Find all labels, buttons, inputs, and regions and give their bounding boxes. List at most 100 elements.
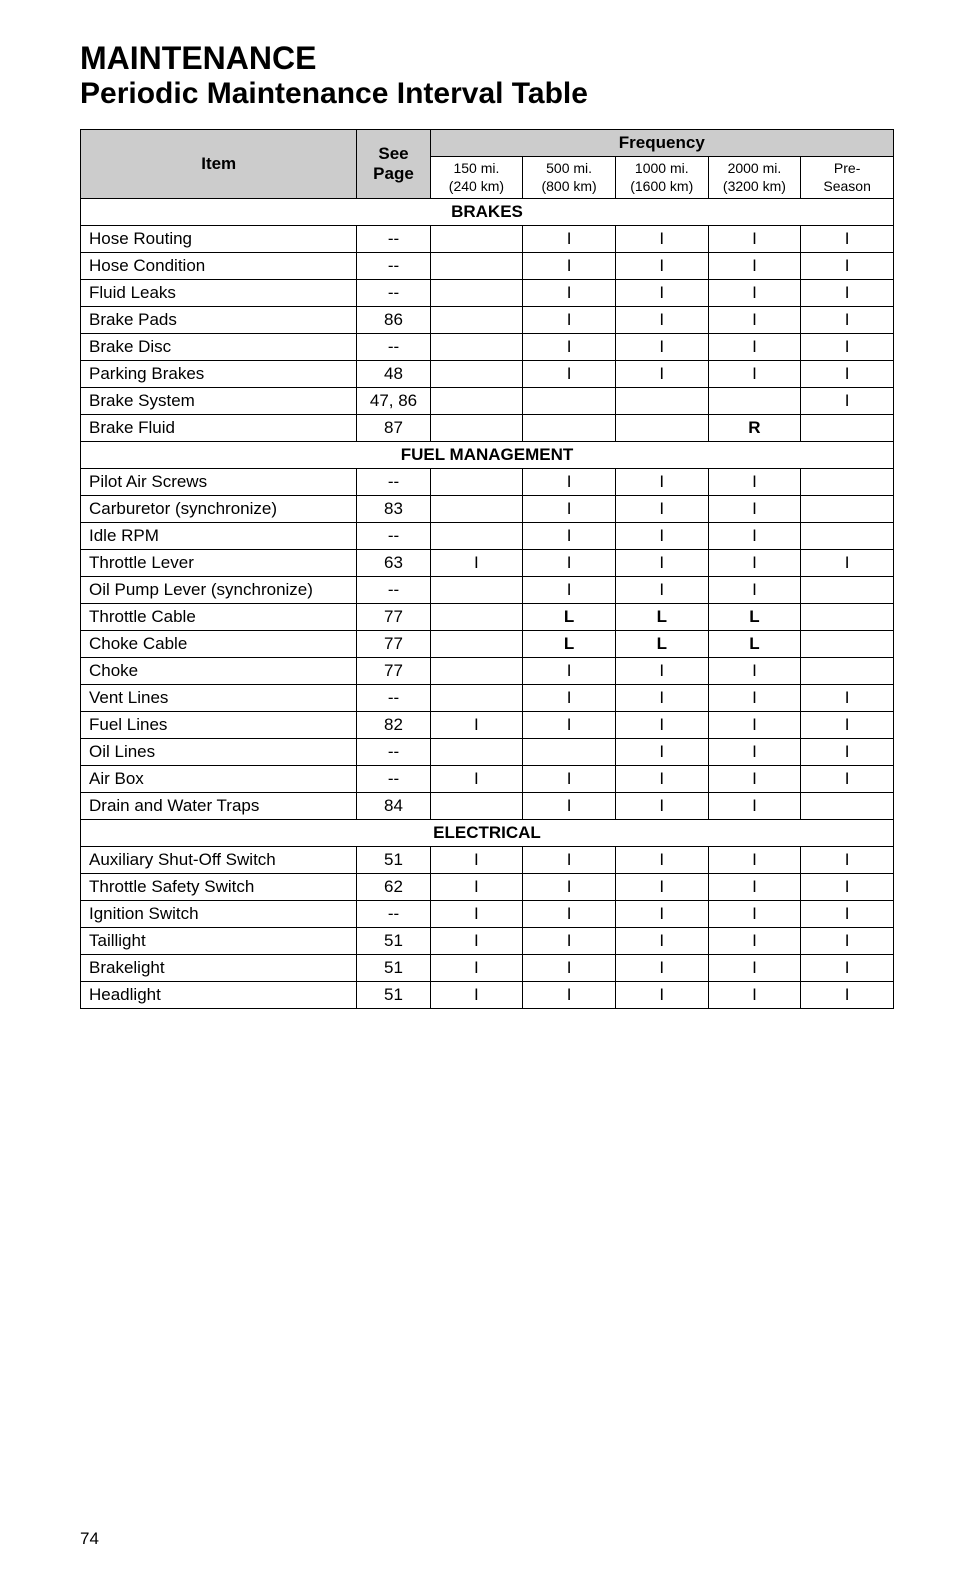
cell-v: I xyxy=(615,955,708,982)
cell-item: Carburetor (synchronize) xyxy=(81,496,357,523)
table-row: Oil Lines--III xyxy=(81,739,894,766)
cell-v: I xyxy=(523,577,616,604)
cell-v: I xyxy=(523,901,616,928)
table-row: Carburetor (synchronize)83III xyxy=(81,496,894,523)
cell-v xyxy=(801,415,894,442)
cell-item: Brake System xyxy=(81,388,357,415)
table-row: Choke77III xyxy=(81,658,894,685)
cell-v: I xyxy=(430,847,523,874)
header-preseason: Pre-Season xyxy=(801,157,894,199)
cell-item: Air Box xyxy=(81,766,357,793)
cell-v: I xyxy=(708,361,801,388)
cell-v: I xyxy=(430,874,523,901)
table-row: Parking Brakes48IIII xyxy=(81,361,894,388)
cell-v: I xyxy=(615,739,708,766)
page-title-main: MAINTENANCE xyxy=(80,40,894,77)
cell-page: -- xyxy=(357,253,430,280)
table-row: Brake Disc--IIII xyxy=(81,334,894,361)
cell-v: I xyxy=(801,847,894,874)
table-row: Brake System47, 86I xyxy=(81,388,894,415)
cell-v xyxy=(801,469,894,496)
cell-v: I xyxy=(430,550,523,577)
cell-v xyxy=(430,334,523,361)
cell-v: I xyxy=(430,928,523,955)
cell-v: I xyxy=(708,766,801,793)
cell-v xyxy=(430,604,523,631)
cell-v xyxy=(430,577,523,604)
cell-v: I xyxy=(615,658,708,685)
table-row: Air Box--IIIII xyxy=(81,766,894,793)
cell-v: I xyxy=(708,928,801,955)
cell-v: I xyxy=(801,280,894,307)
cell-page: 82 xyxy=(357,712,430,739)
cell-v: I xyxy=(523,658,616,685)
cell-item: Brakelight xyxy=(81,955,357,982)
table-row: Fuel Lines82IIIII xyxy=(81,712,894,739)
cell-v xyxy=(430,307,523,334)
cell-v xyxy=(430,631,523,658)
cell-v: I xyxy=(801,307,894,334)
cell-item: Drain and Water Traps xyxy=(81,793,357,820)
cell-v xyxy=(430,685,523,712)
cell-v: I xyxy=(523,523,616,550)
table-row: Brake Fluid87R xyxy=(81,415,894,442)
cell-v: I xyxy=(430,982,523,1009)
cell-page: 48 xyxy=(357,361,430,388)
maintenance-table: Item See Page Frequency 150 mi.(240 km) … xyxy=(80,129,894,1009)
cell-page: 51 xyxy=(357,847,430,874)
cell-page: -- xyxy=(357,226,430,253)
cell-v: I xyxy=(615,982,708,1009)
cell-page: 87 xyxy=(357,415,430,442)
cell-v: I xyxy=(708,307,801,334)
cell-v: I xyxy=(801,928,894,955)
cell-v: I xyxy=(430,955,523,982)
table-row: Auxiliary Shut-Off Switch51IIIII xyxy=(81,847,894,874)
cell-item: Pilot Air Screws xyxy=(81,469,357,496)
cell-v xyxy=(615,415,708,442)
cell-item: Taillight xyxy=(81,928,357,955)
cell-page: -- xyxy=(357,523,430,550)
cell-v xyxy=(801,793,894,820)
cell-v: I xyxy=(708,658,801,685)
cell-v xyxy=(615,388,708,415)
cell-v: I xyxy=(615,523,708,550)
cell-v xyxy=(430,415,523,442)
cell-v xyxy=(430,658,523,685)
header-2000mi: 2000 mi.(3200 km) xyxy=(708,157,801,199)
cell-v: I xyxy=(615,874,708,901)
cell-v xyxy=(523,415,616,442)
cell-v: I xyxy=(801,685,894,712)
cell-v: I xyxy=(708,982,801,1009)
cell-v xyxy=(430,496,523,523)
cell-v: I xyxy=(615,253,708,280)
cell-v xyxy=(801,523,894,550)
cell-page: 77 xyxy=(357,658,430,685)
cell-item: Hose Condition xyxy=(81,253,357,280)
cell-v: I xyxy=(523,766,616,793)
table-row: Headlight51IIIII xyxy=(81,982,894,1009)
cell-v xyxy=(430,280,523,307)
table-row: Throttle Safety Switch62IIIII xyxy=(81,874,894,901)
cell-v: I xyxy=(523,361,616,388)
cell-v: I xyxy=(430,712,523,739)
cell-v: I xyxy=(801,253,894,280)
cell-v: I xyxy=(801,901,894,928)
cell-v xyxy=(801,658,894,685)
cell-v: I xyxy=(615,496,708,523)
cell-v: I xyxy=(708,496,801,523)
cell-v: L xyxy=(615,631,708,658)
cell-item: Choke Cable xyxy=(81,631,357,658)
table-row: Idle RPM--III xyxy=(81,523,894,550)
cell-v: I xyxy=(523,334,616,361)
cell-v: I xyxy=(708,253,801,280)
cell-page: 77 xyxy=(357,604,430,631)
cell-v: I xyxy=(615,334,708,361)
cell-v: I xyxy=(801,982,894,1009)
section-brakes: BRAKES xyxy=(81,199,894,226)
cell-v: I xyxy=(615,361,708,388)
cell-v: I xyxy=(708,712,801,739)
cell-v: I xyxy=(523,955,616,982)
cell-v: I xyxy=(801,361,894,388)
cell-v: I xyxy=(523,793,616,820)
section-fuel-management: FUEL MANAGEMENT xyxy=(81,442,894,469)
